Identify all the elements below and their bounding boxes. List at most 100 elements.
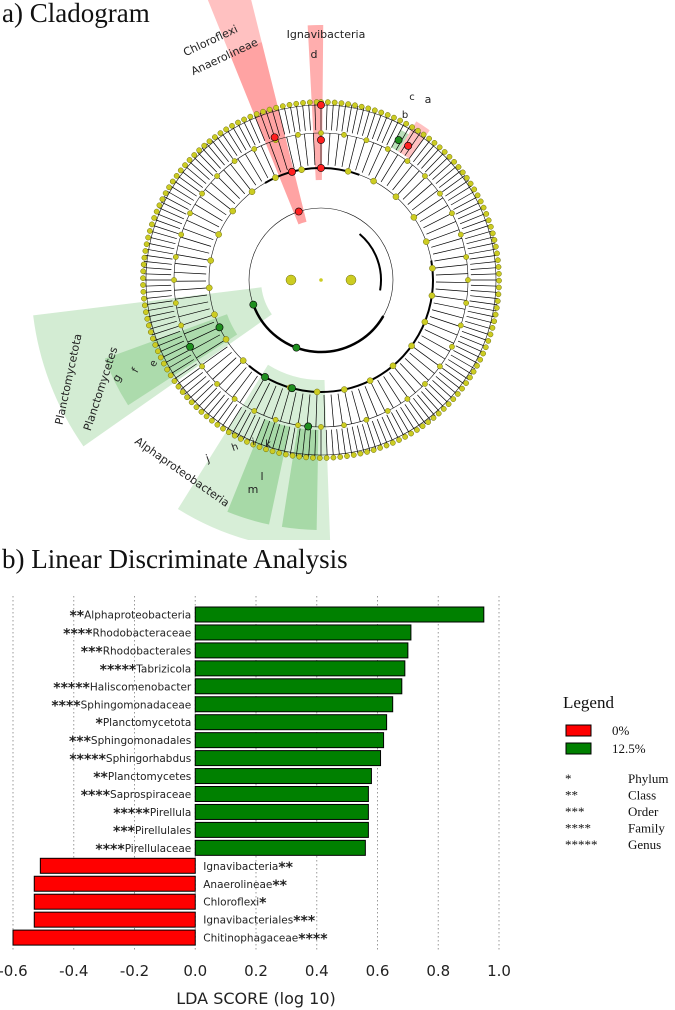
leaf-branch	[169, 185, 194, 201]
inner-branch	[191, 334, 221, 351]
leaf-branch	[448, 359, 473, 375]
inner-branch	[428, 229, 460, 241]
leaf-branch	[371, 420, 383, 448]
leaf-node	[166, 184, 172, 191]
inner-branch	[297, 393, 304, 426]
leaf-node	[331, 99, 338, 106]
bar-label: *****Haliscomenobacter	[53, 680, 192, 696]
leaf-node	[306, 99, 313, 106]
bar-label: Chitinophagaceae****	[203, 932, 328, 948]
inner-branch	[230, 163, 251, 190]
star-key-symbol: ***	[565, 804, 585, 819]
leaf-node	[474, 192, 481, 199]
leaf-branch	[216, 135, 234, 159]
leaf-node	[303, 454, 309, 461]
leaf-branch	[331, 429, 334, 458]
leaf-branch	[237, 412, 251, 438]
leaf-node	[141, 295, 147, 302]
inner-branch	[371, 383, 386, 413]
red-biomarker-node	[270, 133, 279, 142]
inner-branch	[263, 385, 277, 416]
lda-bar	[33, 875, 196, 892]
inner-branch	[431, 237, 463, 248]
clade-sector-planctomycetota	[33, 287, 272, 447]
leaf-branch	[461, 330, 489, 342]
inner-branch	[435, 273, 468, 276]
tree-node	[313, 388, 321, 396]
inner-branch	[429, 316, 461, 327]
leaf-branch	[428, 383, 450, 404]
inner-branch	[196, 340, 224, 359]
leaf-node	[419, 423, 426, 430]
leaf-branch	[362, 424, 371, 452]
taxon-name: Chitinophagaceae	[203, 933, 298, 945]
inner-branch	[380, 154, 399, 183]
inner-branch	[399, 363, 423, 387]
significance-stars: *	[259, 896, 267, 912]
leaf-node	[212, 134, 218, 140]
star-key-symbol: *****	[565, 837, 598, 852]
leaf-node	[330, 454, 337, 461]
tree-node	[465, 277, 471, 283]
leaf-node	[191, 152, 198, 158]
lda-bar	[194, 750, 382, 767]
leaf-node	[459, 169, 466, 176]
lda-labels: **Alphaproteobacteria****Rhodobacteracea…	[51, 609, 328, 948]
leaf-node	[425, 419, 431, 426]
leaf-node	[451, 158, 457, 165]
x-tick-label: 0.4	[305, 962, 329, 980]
tree-node	[421, 318, 429, 326]
leaf-node	[494, 298, 501, 304]
taxon-name: Saprospiraceae	[110, 789, 191, 801]
leaf-node	[440, 406, 447, 412]
leaf-node	[143, 309, 149, 315]
clade-sector-h	[227, 419, 290, 525]
leaf-node	[495, 284, 502, 291]
tree-node	[248, 188, 256, 195]
leaf-node	[145, 234, 151, 241]
tree-node	[215, 231, 222, 238]
leaf-branch	[367, 422, 377, 450]
tree-node	[341, 386, 348, 393]
leaf-node	[260, 108, 266, 115]
leaf-node	[276, 450, 282, 456]
inner-branch	[186, 219, 217, 234]
leaf-branch	[242, 119, 256, 146]
inner-branch	[178, 308, 210, 318]
tree-node	[429, 265, 436, 272]
leaf-branch	[173, 180, 197, 197]
leaf-branch	[424, 387, 445, 409]
green-biomarker-node	[261, 373, 269, 381]
inner-branch	[175, 294, 208, 300]
leaf-node	[384, 112, 391, 118]
inner-branch	[386, 159, 406, 186]
legend-swatch	[565, 724, 592, 737]
tree-node	[318, 424, 324, 430]
lda-bar	[194, 678, 403, 695]
leaf-branch	[346, 104, 353, 133]
leaf-node	[253, 111, 260, 117]
green-biomarker-node	[394, 136, 403, 144]
inner-branch	[277, 139, 288, 171]
leaf-branch	[184, 165, 207, 184]
leaf-node	[244, 438, 250, 445]
tree-node	[229, 207, 236, 215]
leaf-node	[151, 215, 158, 221]
leaf-branch	[453, 196, 479, 210]
leaf-branch	[201, 147, 221, 169]
leaf-node	[316, 455, 323, 461]
bar-label: **Planctomycetes	[93, 770, 191, 786]
leaf-node	[231, 432, 238, 439]
leaf-branch	[346, 427, 353, 456]
leaf-branch	[211, 139, 229, 163]
leaf-branch	[158, 340, 185, 353]
significance-stars: *****	[69, 752, 106, 768]
taxon-name: Planctomycetota	[103, 717, 191, 729]
leaf-branch	[413, 397, 431, 421]
leaf-node	[495, 257, 501, 264]
leaf-node	[489, 230, 496, 237]
tree-node	[298, 166, 305, 173]
leaf-branch	[259, 112, 271, 140]
leaf-branch	[143, 290, 172, 293]
leaf-branch	[453, 350, 479, 364]
